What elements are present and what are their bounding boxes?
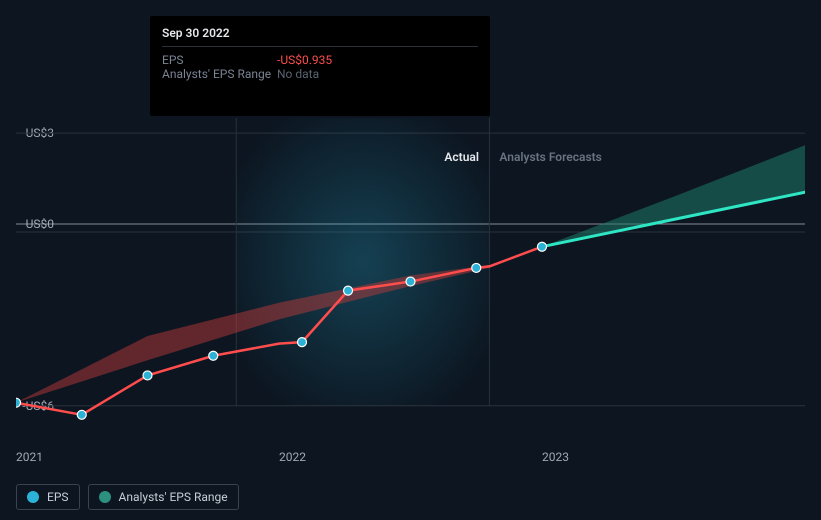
chart-tooltip: Sep 30 2022 EPS-US$0.935Analysts' EPS Ra… bbox=[150, 16, 490, 116]
eps-forecast-chart: Sep 30 2022 EPS-US$0.935Analysts' EPS Ra… bbox=[0, 0, 821, 520]
legend-label: Analysts' EPS Range bbox=[119, 490, 228, 504]
tooltip-row-label: EPS bbox=[162, 53, 277, 67]
tooltip-row-label: Analysts' EPS Range bbox=[162, 67, 277, 81]
chart-legend: EPS Analysts' EPS Range bbox=[16, 484, 239, 510]
legend-color-dot bbox=[27, 491, 39, 503]
actual-region-label: Actual bbox=[444, 150, 479, 164]
tooltip-date: Sep 30 2022 bbox=[162, 26, 478, 40]
legend-color-dot bbox=[99, 491, 111, 503]
legend-label: EPS bbox=[47, 490, 69, 504]
tooltip-row-value: No data bbox=[277, 67, 319, 81]
x-axis-label: 2022 bbox=[279, 450, 306, 464]
x-axis-label: 2023 bbox=[542, 450, 569, 464]
legend-item[interactable]: Analysts' EPS Range bbox=[88, 484, 239, 510]
x-axis-label: 2021 bbox=[16, 450, 43, 464]
tooltip-separator bbox=[162, 46, 478, 47]
forecast-region-label: Analysts Forecasts bbox=[499, 150, 601, 164]
tooltip-row-value: -US$0.935 bbox=[277, 53, 332, 67]
legend-item[interactable]: EPS bbox=[16, 484, 80, 510]
tooltip-row: Analysts' EPS RangeNo data bbox=[162, 67, 478, 81]
tooltip-row: EPS-US$0.935 bbox=[162, 53, 478, 67]
chart-plot-area[interactable] bbox=[16, 118, 805, 436]
